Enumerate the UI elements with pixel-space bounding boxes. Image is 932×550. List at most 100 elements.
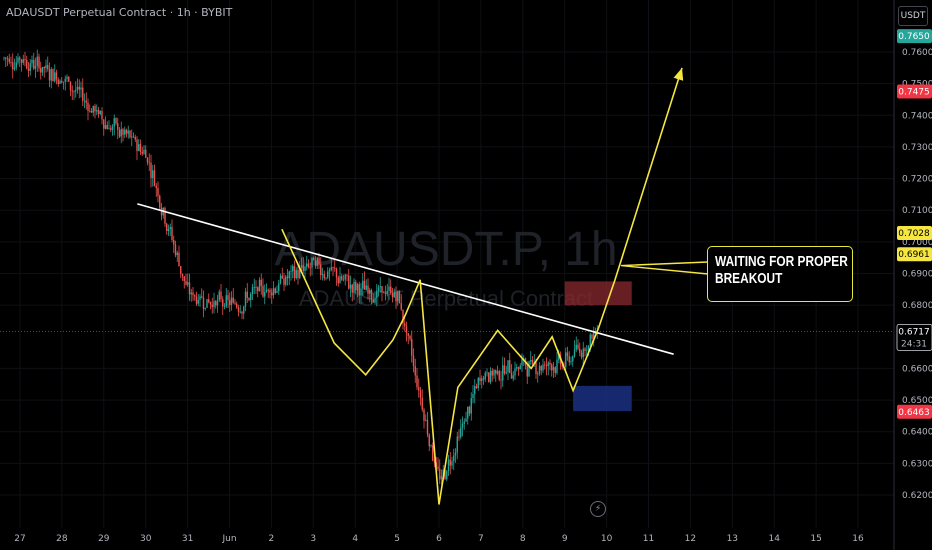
- candle-body: [90, 110, 93, 113]
- currency-button[interactable]: USDT: [898, 6, 928, 26]
- time-axis[interactable]: 27 28 29 30 31 Jun 2 3 4 5 6 7 8 9 10 11 12 13 14 15 16: [14, 534, 864, 544]
- candle-body: [236, 303, 238, 308]
- candle-body: [355, 281, 357, 291]
- candle-body: [302, 265, 304, 271]
- candle-body: [192, 292, 194, 296]
- descending-trendline[interactable]: [137, 203, 674, 355]
- price-tick-label: 0.6200: [902, 491, 932, 501]
- candle-body: [66, 76, 68, 79]
- candle-body: [17, 57, 19, 63]
- candle-body: [230, 297, 233, 305]
- candle-body: [426, 419, 429, 435]
- candle-body: [549, 362, 551, 365]
- price-tag-red-upper-bg: [897, 84, 932, 99]
- candle-body: [131, 136, 133, 138]
- candle-body: [486, 372, 488, 374]
- lightning-icon[interactable]: ⚡: [590, 501, 606, 517]
- candle-body: [80, 87, 82, 90]
- candle-body: [185, 281, 187, 285]
- candle-body: [496, 371, 499, 374]
- candle-body: [199, 296, 201, 300]
- candle-body: [556, 359, 558, 373]
- candle-body: [390, 286, 392, 293]
- candle-body: [211, 304, 213, 308]
- candle-body: [59, 80, 61, 85]
- candle-body: [213, 301, 215, 308]
- time-tick-label: 14: [768, 534, 780, 544]
- candle-body: [85, 100, 87, 103]
- wave-pattern-drawing[interactable]: [281, 228, 599, 505]
- candle-body: [577, 344, 579, 349]
- candle-body: [545, 365, 548, 367]
- candle-body: [15, 62, 17, 68]
- candle-body: [127, 130, 129, 134]
- grid-lines: [0, 0, 894, 528]
- annotation-callout[interactable]: WAITING FOR PROPER BREAKOUT: [707, 246, 853, 302]
- candle-body: [554, 367, 556, 373]
- candle-body: [575, 344, 577, 350]
- candle-body: [171, 226, 173, 240]
- candle-body: [411, 338, 413, 356]
- candle-body: [591, 334, 593, 339]
- candle-body: [311, 257, 313, 268]
- candle-body: [407, 333, 409, 336]
- candle-body: [159, 195, 161, 208]
- candle-body: [432, 445, 434, 461]
- candle-body: [122, 129, 124, 135]
- candle-body: [540, 365, 542, 371]
- candle-body: [180, 266, 182, 274]
- time-tick-label: 11: [643, 534, 654, 544]
- candle-body: [216, 300, 219, 306]
- candle-body: [551, 364, 553, 371]
- candle-body: [482, 378, 485, 380]
- candle-body: [327, 271, 329, 278]
- time-tick-label: 28: [56, 534, 68, 544]
- candle-body: [190, 292, 192, 295]
- price-tick-label: 0.7300: [902, 143, 932, 153]
- candle-body: [92, 105, 94, 113]
- candle-body: [26, 60, 28, 69]
- candle-body: [521, 359, 523, 366]
- candle-body: [50, 69, 52, 81]
- candle-body: [498, 371, 500, 380]
- candle-body: [339, 276, 341, 284]
- candle-body: [412, 355, 415, 367]
- candle-body: [365, 285, 367, 290]
- candle-body: [488, 372, 490, 383]
- candle-body: [300, 265, 303, 268]
- candle-body: [325, 277, 327, 279]
- candle-body: [418, 387, 420, 391]
- candle-body: [36, 56, 38, 66]
- candle-body: [271, 292, 273, 296]
- candle-body: [414, 366, 416, 376]
- support-zone[interactable]: [573, 385, 632, 412]
- candle-body: [439, 468, 441, 480]
- candle-body: [187, 282, 189, 285]
- candle-body: [201, 296, 203, 298]
- candle-body: [502, 365, 504, 381]
- time-tick-label: 6: [436, 534, 442, 544]
- time-tick-label: 5: [394, 534, 400, 544]
- candle-body: [10, 61, 12, 63]
- annotation-pointer: [620, 261, 709, 275]
- candle-body: [330, 267, 332, 271]
- candle-body: [222, 299, 224, 307]
- candle-body: [241, 311, 243, 314]
- candle-body: [341, 276, 343, 280]
- candle-body: [295, 270, 297, 279]
- candle-body: [517, 367, 520, 370]
- candle-body: [220, 291, 222, 300]
- breakout-projection-path[interactable]: [597, 67, 683, 330]
- candle-body: [544, 364, 546, 366]
- candle-body: [307, 263, 310, 268]
- candle-body: [54, 72, 56, 82]
- candle-body: [89, 110, 91, 112]
- candle-body: [346, 274, 348, 276]
- candle-body: [318, 257, 320, 265]
- resistance-zone[interactable]: [564, 281, 632, 306]
- price-tick-label: 0.7200: [902, 175, 932, 185]
- price-axis[interactable]: 0.76000.75000.74000.73000.72000.71000.70…: [902, 48, 932, 501]
- candle-body: [344, 274, 346, 280]
- symbol-title[interactable]: ADAUSDT Perpetual Contract · 1h · BYBIT: [6, 6, 233, 19]
